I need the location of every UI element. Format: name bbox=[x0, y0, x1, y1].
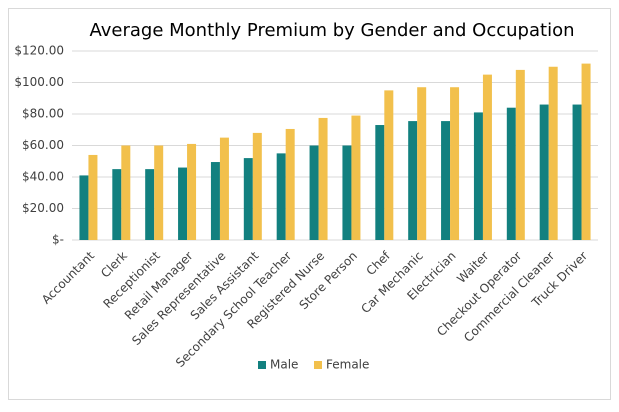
bar bbox=[243, 158, 253, 240]
bar bbox=[285, 128, 295, 240]
chart-title: Average Monthly Premium by Gender and Oc… bbox=[90, 20, 575, 41]
bar bbox=[548, 66, 558, 240]
y-tick-label: $80.00 bbox=[22, 107, 64, 121]
bar bbox=[112, 169, 122, 240]
bar bbox=[539, 104, 549, 240]
bar bbox=[572, 104, 582, 240]
legend-label: Female bbox=[326, 358, 369, 372]
legend-swatch bbox=[258, 361, 266, 369]
bar bbox=[450, 87, 460, 240]
bar bbox=[210, 162, 220, 240]
bar bbox=[178, 167, 188, 240]
bar bbox=[384, 90, 394, 240]
y-tick-label: $100.00 bbox=[14, 75, 64, 89]
y-tick-label: $40.00 bbox=[22, 170, 64, 184]
bar bbox=[375, 125, 385, 240]
bar bbox=[417, 87, 427, 240]
bar bbox=[309, 145, 319, 240]
bar bbox=[515, 69, 525, 241]
bar bbox=[351, 115, 361, 240]
bar bbox=[154, 145, 164, 240]
y-tick-label: $20.00 bbox=[22, 201, 64, 215]
bar bbox=[219, 137, 229, 240]
bar bbox=[506, 107, 516, 240]
y-tick-label: $60.00 bbox=[22, 138, 64, 152]
legend-swatch bbox=[314, 361, 322, 369]
bar bbox=[88, 154, 98, 240]
bar bbox=[318, 117, 328, 240]
bar bbox=[473, 112, 483, 240]
y-tick-label: $120.00 bbox=[14, 44, 64, 58]
bar bbox=[581, 63, 591, 240]
bar bbox=[408, 121, 418, 240]
bar bbox=[441, 121, 451, 240]
legend-label: Male bbox=[270, 358, 298, 372]
bar bbox=[482, 74, 492, 240]
y-tick-label: $- bbox=[52, 233, 64, 247]
bar bbox=[121, 145, 131, 240]
bar bbox=[252, 132, 262, 240]
bar bbox=[276, 153, 286, 240]
bar bbox=[145, 169, 155, 240]
bar bbox=[187, 143, 197, 240]
bar bbox=[79, 175, 89, 240]
bar bbox=[342, 145, 352, 240]
